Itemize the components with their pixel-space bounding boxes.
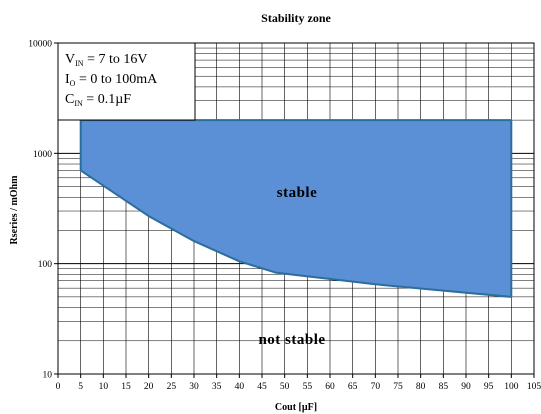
x-tick-label: 55 xyxy=(303,382,313,392)
x-tick-label: 105 xyxy=(527,382,541,392)
x-tick-label: 100 xyxy=(504,382,519,392)
x-tick-label: 80 xyxy=(416,382,426,392)
x-tick-label: 0 xyxy=(56,382,61,392)
legend-box: VIN = 7 to 16V IO = 0 to 100mA CIN = 0.1µF xyxy=(57,42,196,121)
x-tick-label: 10 xyxy=(99,382,109,392)
x-tick-label: 40 xyxy=(235,382,245,392)
y-ticks: 10 100 1000 10000 xyxy=(28,40,58,381)
x-tick-label: 70 xyxy=(371,382,381,392)
legend-line: IO = 0 to 100mA xyxy=(65,72,158,88)
x-tick-label: 35 xyxy=(212,382,222,392)
y-tick-label: 10000 xyxy=(28,40,52,50)
x-tick-label: 75 xyxy=(393,382,403,392)
legend-line: CIN = 0.1µF xyxy=(65,92,131,108)
stable-label: stable xyxy=(277,185,318,201)
y-tick-label: 100 xyxy=(38,260,53,270)
legend-frame xyxy=(57,42,196,121)
not-stable-label: not stable xyxy=(258,332,325,348)
chart-title: Stability zone xyxy=(261,11,331,25)
y-axis-label: Rseries / mOhm xyxy=(9,175,20,245)
x-tick-label: 25 xyxy=(167,382,177,392)
y-tick-label: 10 xyxy=(43,371,53,381)
x-tick-label: 95 xyxy=(484,382,494,392)
x-tick-label: 50 xyxy=(280,382,290,392)
x-tick-label: 20 xyxy=(144,382,154,392)
x-axis-label: Cout [µF] xyxy=(275,402,317,413)
stable-region xyxy=(79,119,513,298)
y-tick-label: 1000 xyxy=(33,150,52,160)
stable-area xyxy=(79,119,513,298)
x-ticks: 0 5 10 15 20 25 30 35 40 45 50 55 60 65 70 75 80 85 90 95 10… xyxy=(56,374,541,392)
x-tick-label: 5 xyxy=(78,382,83,392)
x-tick-label: 90 xyxy=(461,382,471,392)
x-tick-label: 30 xyxy=(189,382,199,392)
plot-frame xyxy=(57,42,535,375)
x-tick-label: 45 xyxy=(257,382,267,392)
x-tick-label: 85 xyxy=(439,382,449,392)
x-tick-label: 60 xyxy=(325,382,335,392)
x-tick-label: 15 xyxy=(121,382,131,392)
x-tick-label: 65 xyxy=(348,382,358,392)
legend-line: VIN = 7 to 16V xyxy=(65,52,147,68)
